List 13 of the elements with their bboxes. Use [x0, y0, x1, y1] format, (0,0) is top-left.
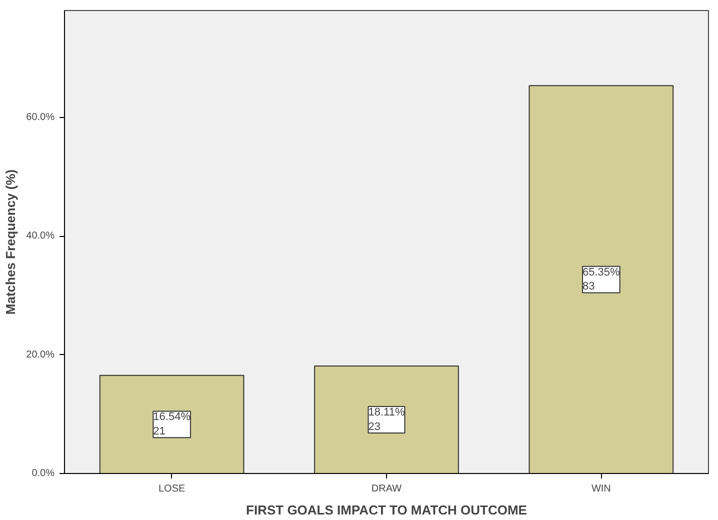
x-axis-title: FIRST GOALS IMPACT TO MATCH OUTCOME — [246, 502, 528, 518]
y-tick-label: 40.0% — [26, 230, 55, 242]
y-tick-label: 60.0% — [26, 112, 55, 123]
bar — [99, 374, 244, 474]
x-tick-label: DRAW — [371, 484, 402, 494]
bar — [314, 366, 459, 474]
data-label: 65.35% 83 — [582, 266, 620, 293]
x-tick-label: LOSE — [158, 484, 186, 494]
x-tick-label: WIN — [591, 484, 611, 494]
y-tick-label: 20.0% — [26, 349, 55, 360]
y-axis-title: Matches Frequency (%) — [3, 169, 18, 315]
bar — [528, 85, 674, 474]
y-tick-label: 0.0% — [32, 468, 55, 479]
